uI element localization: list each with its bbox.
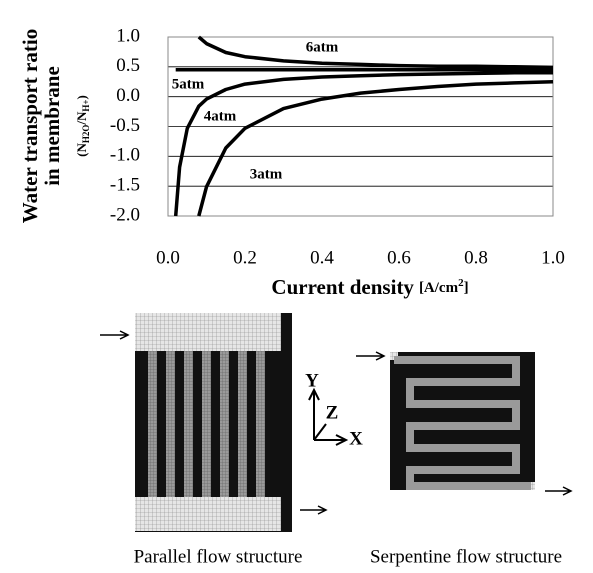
x-tick-label: 0.4	[310, 247, 334, 268]
y-tick-label: 1.0	[116, 25, 140, 46]
axis-letter: X	[349, 428, 363, 449]
caption: Parallel flow structure	[134, 546, 303, 567]
series-label: 5atm	[172, 76, 205, 92]
series-label: 6atm	[306, 39, 339, 55]
x-axis-title: Current density[A/cm2]	[271, 275, 468, 299]
serpentine-diagram	[356, 352, 571, 495]
y-tick-label: -0.5	[110, 115, 140, 136]
axis-letter: Y	[305, 370, 319, 391]
y-axis-unit: (NH2O/NH+)	[74, 95, 91, 157]
x-axis-title-text: Current density	[271, 275, 414, 299]
y-tick-label: 0.0	[116, 85, 140, 106]
data-line	[199, 82, 553, 216]
x-axis-unit-part: ]	[464, 280, 469, 296]
caption: Serpentine flow structure	[370, 546, 562, 567]
y-tick-label: -2.0	[110, 204, 140, 225]
axis-letter: Z	[326, 402, 339, 423]
x-tick-label: 1.0	[541, 247, 565, 268]
y-tick-label: 0.5	[116, 55, 140, 76]
x-axis-unit-part: [A/cm	[419, 280, 459, 296]
y-axis-unit-part: H2O	[81, 125, 91, 144]
y-axis-unit-part: )	[74, 95, 89, 99]
parallel-diagram	[100, 313, 326, 532]
figure: Y Z X Parallel flow structure Serpentine…	[0, 0, 593, 573]
data-line	[199, 37, 553, 67]
y-axis-title-line: Water transport ratio	[18, 29, 42, 223]
x-tick-label: 0.6	[387, 247, 411, 268]
y-axis-unit-part: (N	[74, 143, 89, 157]
x-tick-label: 0.2	[233, 247, 257, 268]
series-label: 4atm	[204, 108, 237, 124]
series-label: 3atm	[250, 166, 283, 182]
x-tick-label: 0.8	[464, 247, 488, 268]
x-tick-label: 0.0	[156, 247, 180, 268]
y-axis-unit-part: H+	[81, 99, 91, 111]
y-axis-title: Water transport ratioin membrane	[18, 29, 64, 223]
y-axis-unit-part: /N	[74, 111, 89, 126]
y-axis-title-line: in membrane	[40, 66, 64, 186]
y-tick-label: -1.5	[110, 175, 140, 196]
y-tick-label: -1.0	[110, 145, 140, 166]
